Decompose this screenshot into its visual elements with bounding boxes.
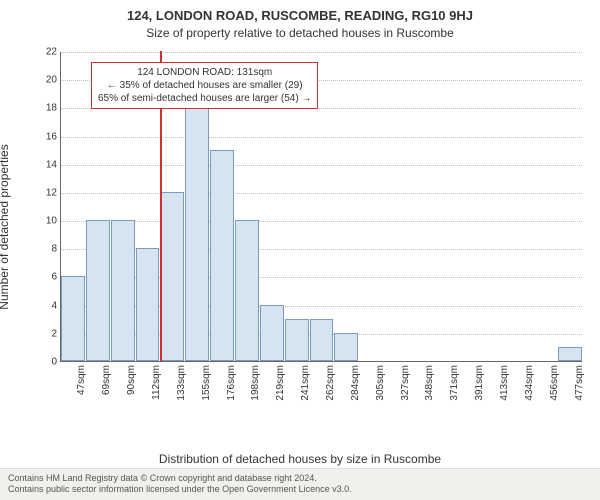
callout-line1: 124 LONDON ROAD: 131sqm [98, 66, 311, 79]
histogram-bar [185, 107, 209, 361]
histogram-bar [210, 150, 234, 361]
y-tick-label: 18 [39, 103, 57, 114]
x-tick-label: 241sqm [300, 365, 311, 401]
y-tick-label: 20 [39, 75, 57, 86]
x-tick-label: 413sqm [499, 365, 510, 401]
y-tick-label: 22 [39, 47, 57, 58]
x-tick-label: 198sqm [250, 365, 261, 401]
y-tick-label: 16 [39, 131, 57, 142]
histogram-bar [285, 319, 309, 361]
x-tick-label: 90sqm [126, 365, 137, 395]
footer-line1: Contains HM Land Registry data © Crown c… [8, 473, 592, 485]
histogram-bar [160, 192, 184, 361]
x-tick-label: 348sqm [424, 365, 435, 401]
x-tick-label: 305sqm [375, 365, 386, 401]
histogram-bar [558, 347, 582, 361]
gridline [61, 52, 582, 53]
y-tick-label: 14 [39, 159, 57, 170]
x-axis-label: Distribution of detached houses by size … [0, 452, 600, 466]
y-tick-label: 8 [39, 244, 57, 255]
footer: Contains HM Land Registry data © Crown c… [0, 468, 600, 500]
y-tick-label: 10 [39, 216, 57, 227]
x-tick-label: 434sqm [524, 365, 535, 401]
x-tick-label: 219sqm [275, 365, 286, 401]
y-axis-label: Number of detached properties [0, 144, 11, 309]
callout-box: 124 LONDON ROAD: 131sqm ← 35% of detache… [91, 62, 318, 109]
x-tick-label: 477sqm [574, 365, 585, 401]
x-tick-label: 262sqm [325, 365, 336, 401]
histogram-bar [334, 333, 358, 361]
y-tick-label: 0 [39, 357, 57, 368]
x-tick-label: 456sqm [549, 365, 560, 401]
histogram-bar [310, 319, 334, 361]
footer-line2: Contains public sector information licen… [8, 484, 592, 496]
x-tick-label: 47sqm [76, 365, 87, 395]
gridline [61, 137, 582, 138]
histogram-bar [136, 248, 160, 361]
x-tick-label: 112sqm [151, 365, 162, 400]
x-tick-label: 176sqm [226, 365, 237, 401]
histogram-bar [61, 276, 85, 361]
chart-container: Number of detached properties 0246810121… [32, 46, 592, 408]
plot-area: 024681012141618202247sqm69sqm90sqm112sqm… [60, 52, 582, 362]
y-tick-label: 6 [39, 272, 57, 283]
chart-title-sub: Size of property relative to detached ho… [0, 23, 600, 46]
x-tick-label: 133sqm [176, 365, 187, 401]
x-tick-label: 155sqm [201, 365, 212, 401]
x-tick-label: 391sqm [474, 365, 485, 401]
gridline [61, 193, 582, 194]
x-tick-label: 371sqm [449, 365, 460, 401]
y-tick-label: 2 [39, 328, 57, 339]
gridline [61, 221, 582, 222]
histogram-bar [260, 305, 284, 361]
histogram-bar [111, 220, 135, 361]
histogram-bar [235, 220, 259, 361]
x-tick-label: 284sqm [350, 365, 361, 401]
y-tick-label: 4 [39, 300, 57, 311]
x-tick-label: 69sqm [101, 365, 112, 395]
histogram-bar [86, 220, 110, 361]
y-tick-label: 12 [39, 187, 57, 198]
callout-line3: 65% of semi-detached houses are larger (… [98, 92, 311, 105]
chart-title-main: 124, LONDON ROAD, RUSCOMBE, READING, RG1… [0, 0, 600, 23]
x-tick-label: 327sqm [400, 365, 411, 401]
callout-line2: ← 35% of detached houses are smaller (29… [98, 79, 311, 92]
gridline [61, 165, 582, 166]
